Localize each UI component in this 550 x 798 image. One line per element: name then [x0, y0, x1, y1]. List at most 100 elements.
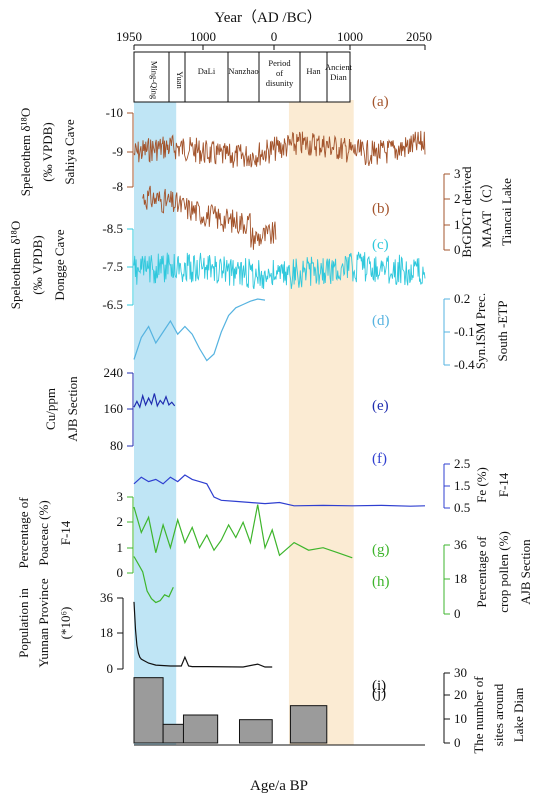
panel-b-tick-label: 1: [454, 217, 461, 232]
period-label: Yuan: [175, 71, 185, 89]
panel-g-axis-label: Poaceac (%): [36, 500, 51, 565]
panel-i-series-line: [133, 601, 273, 668]
panel-j-bar-0: [133, 677, 164, 744]
periods-box: Ming-Qing Yuan DaLi Nanzhao Period of disunity…: [133, 51, 353, 103]
panel-d-axis-label: South -ETP: [495, 300, 510, 361]
period-label-line: DaLi: [198, 66, 216, 76]
panel-b-label: (b): [372, 201, 390, 217]
panel-j-bar-1: [162, 723, 184, 744]
top-axis-ticks: 1950 1000 0 1000 2050: [116, 29, 432, 50]
panel-d-label: (d): [372, 313, 390, 329]
panel-g-axis-label: F-14: [58, 520, 73, 545]
periods-frame: [133, 51, 351, 103]
panel-j-axis-label: Lake Dian: [511, 687, 526, 742]
panel-c-tick-label: -6.5: [102, 297, 123, 312]
panel-h-axis-label: crop pollen (%): [496, 531, 511, 613]
panel-j-bar-3: [238, 719, 273, 744]
period-label: Ming-Qing: [150, 61, 160, 100]
panel-d-tick-label: -0.1: [454, 324, 475, 339]
panel-b-tick-label: 3: [454, 166, 461, 181]
panel-e-axis-label: AJB Section: [65, 376, 80, 442]
panel-a-label: (a): [372, 94, 389, 110]
panel-c-axis-label: Speleothem δ¹⁸O: [8, 221, 23, 310]
panel-e-tick-label: 80: [110, 438, 123, 453]
period-label-line: Han: [306, 66, 321, 76]
panel-j-tick-label: 20: [454, 687, 467, 702]
period-label-line: disunity: [266, 78, 294, 88]
panel-g-label: (g): [372, 542, 390, 558]
panel-c-axis-label: (‰ VPDB): [30, 235, 45, 294]
top-tick-label: 0: [271, 29, 278, 44]
panel-f-axis-label: Fe (%): [474, 467, 489, 503]
panel-g-tick-label: 0: [117, 565, 124, 580]
panel-h-axis-label: AJB Section: [518, 539, 533, 605]
panel-g-tick-label: 2: [117, 514, 124, 529]
panel-i-tick-label: 36: [100, 590, 114, 605]
panel-j: 30 20 10 0 (j) The number of sites around Lake …: [133, 665, 526, 754]
panel-c: -8.5 -7.5 -6.5 (c) Speleothem δ¹⁸O (‰ VPDB) Do…: [8, 221, 426, 312]
top-tick-label: 1000: [190, 29, 216, 44]
panel-c-label: (c): [372, 237, 389, 253]
panel-c-tick-label: -8.5: [102, 221, 123, 236]
panels: -10 -9 -8 (a) Speleothem δ¹⁸O (‰ VPDB) Sahiya …: [8, 94, 533, 754]
period-label: Nanzhao: [228, 66, 258, 76]
panel-b-series-line: [142, 185, 277, 250]
period-label-line: of: [276, 68, 283, 78]
panel-j-axis-label: The number of: [471, 676, 486, 754]
panel-d-axis-label: Syn.ISM Prec.: [473, 293, 488, 369]
panel-h-tick-label: 18: [454, 571, 467, 586]
top-tick-label: 2050: [406, 29, 432, 44]
panel-e-tick-label: 240: [104, 365, 124, 380]
panel-f-series-line: [133, 474, 426, 507]
panel-j-bar-2: [182, 714, 219, 744]
panel-b-axis-label: Tiancai Lake: [499, 178, 514, 246]
shaded-band-1: [288, 100, 354, 745]
panel-a-tick-label: -8: [112, 179, 123, 194]
panel-j-tick-label: 10: [454, 711, 467, 726]
panel-e-axis-label: Cu/ppm: [43, 388, 58, 430]
period-label: Period of disunity: [266, 58, 294, 88]
panel-h-axis-label: Percentage of: [474, 536, 489, 608]
panel-i-axis-label: Population in: [16, 588, 31, 658]
panel-h-tick-label: 36: [454, 537, 468, 552]
panel-j-label: (j): [372, 686, 386, 702]
period-label: DaLi: [198, 66, 216, 76]
panel-j-tick-label: 0: [454, 735, 461, 750]
panel-a-axis-label: Sahiya Cave: [62, 119, 77, 185]
panel-g-tick-label: 3: [117, 489, 124, 504]
panel-a: -10 -9 -8 (a) Speleothem δ¹⁸O (‰ VPDB) Sahiya …: [18, 94, 426, 197]
panel-d-tick-label: 0.2: [454, 291, 470, 306]
panel-g-series-line: [133, 504, 353, 559]
panel-j-axis-label: sites around: [491, 683, 506, 746]
shaded-bands: [134, 100, 354, 745]
period-label-line: Nanzhao: [228, 66, 258, 76]
top-tick-label: 1950: [116, 29, 142, 44]
panel-c-tick-label: -7.5: [102, 259, 123, 274]
panel-b: 3 2 1 0 (b) BrGDGT derived MAAT（C） Tiancai Lake: [142, 166, 514, 258]
panel-d-tick-label: -0.4: [454, 357, 475, 372]
panel-g-tick-label: 1: [117, 540, 124, 555]
panel-b-axis-label: BrGDGT derived: [459, 166, 474, 258]
panel-c-series-line: [133, 251, 426, 290]
period-label-line: Period: [268, 58, 291, 68]
panel-f-label: (f): [372, 451, 387, 467]
panel-a-tick-label: -9: [112, 144, 123, 159]
panel-f: 2.5 1.5 0.5 (f) Fe (%) F-14: [133, 451, 511, 515]
panel-j-tick-label: 30: [454, 665, 467, 680]
period-label: Ancient Dian: [325, 62, 353, 82]
panel-a-axis-label: Speleothem δ¹⁸O: [18, 108, 33, 197]
panel-e-label: (e): [372, 398, 389, 414]
period-label-line: Ancient: [325, 62, 353, 72]
panel-d-series-line: [133, 298, 266, 362]
panel-i-tick-label: 18: [100, 625, 113, 640]
panel-a-tick-label: -10: [106, 105, 123, 120]
panel-f-tick-label: 2.5: [454, 456, 470, 471]
top-axis-label: Year（AD /BC）: [214, 9, 321, 26]
panel-h-tick-label: 0: [454, 606, 461, 621]
panel-a-axis-label: (‰ VPDB): [40, 122, 55, 181]
panel-h: 36 18 0 (h) Percentage of crop pollen (%) AJB …: [133, 531, 533, 621]
panel-i-axis-label: (*10⁶): [58, 607, 73, 640]
panel-e-tick-label: 160: [104, 401, 124, 416]
panel-e: 240 160 80 (e) Cu/ppm AJB Section: [43, 365, 389, 453]
panel-h-label: (h): [372, 574, 390, 590]
